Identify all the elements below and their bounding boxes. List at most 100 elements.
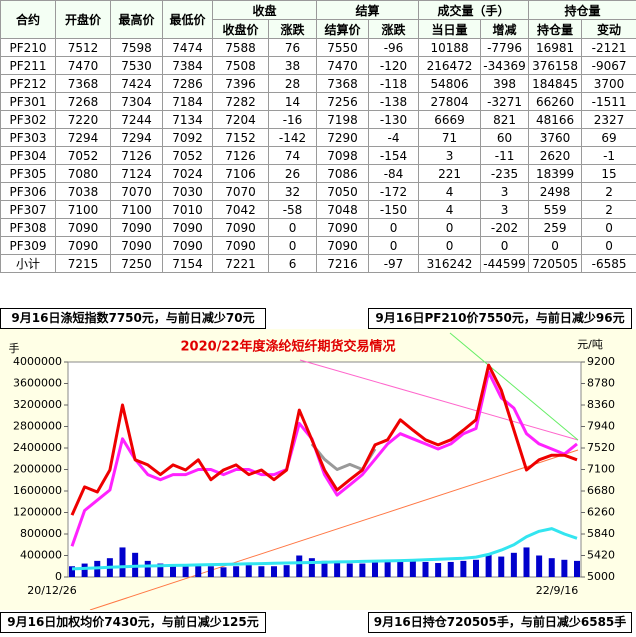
- cell: 7474: [162, 38, 213, 57]
- bar: [170, 565, 176, 577]
- cell: 小计: [0, 254, 56, 273]
- cell: 开盘价: [55, 0, 111, 39]
- bar: [157, 563, 164, 577]
- note: 9月16日涤短指数7750元，与前日减少70元: [0, 308, 266, 329]
- cell: 7090: [162, 236, 213, 255]
- bar: [359, 563, 366, 577]
- y-axis-label: 手: [9, 341, 20, 355]
- bar: [397, 559, 404, 577]
- cell: 7244: [110, 110, 163, 129]
- y2-tick-label: 6260: [587, 506, 615, 519]
- cell: 0: [267, 218, 318, 237]
- cell: -235: [480, 164, 530, 183]
- cell: 27804: [418, 92, 482, 111]
- cell: -172: [368, 182, 420, 201]
- cell: 7550: [316, 38, 370, 57]
- cell: -202: [480, 218, 530, 237]
- cell: 2: [581, 182, 636, 201]
- y2-tick-label: 7520: [587, 441, 615, 454]
- bar: [233, 566, 240, 577]
- cell: 收盘价: [212, 19, 269, 39]
- cell: 7294: [55, 128, 111, 147]
- cell: PF309: [0, 236, 56, 255]
- cell: 7282: [212, 92, 269, 111]
- cell: 7100: [110, 200, 163, 219]
- cell: -11: [480, 146, 530, 165]
- cell: 7090: [110, 236, 163, 255]
- cell: 3: [480, 200, 530, 219]
- cell: PF302: [0, 110, 56, 129]
- cell: 7470: [316, 56, 370, 75]
- table-row: PF307 7100 7100 7010 7042 -58 7048 -150 4 3 559 2: [0, 200, 636, 219]
- cell: 3: [480, 182, 530, 201]
- cell: 7216: [316, 254, 370, 273]
- cell: 7470: [55, 56, 111, 75]
- cell: 184845: [528, 74, 583, 93]
- bar: [119, 547, 126, 577]
- y2-tick-label: 5000: [587, 570, 615, 583]
- cell: 7134: [162, 110, 213, 129]
- cell: PF303: [0, 128, 56, 147]
- cell: -150: [368, 200, 420, 219]
- bar: [422, 561, 429, 577]
- cell: 14: [267, 92, 318, 111]
- cell: 7106: [212, 164, 269, 183]
- cell: 7424: [110, 74, 163, 93]
- cell: 7090: [162, 218, 213, 237]
- x-tick-label: 22/9/16: [536, 584, 578, 597]
- cell: 7038: [55, 182, 111, 201]
- cell: PF301: [0, 92, 56, 111]
- cell: 7215: [55, 254, 111, 273]
- cell: 0: [480, 236, 530, 255]
- y2-tick-label: 7940: [587, 420, 615, 433]
- cell: -58: [267, 200, 318, 219]
- x-tick-label: 20/12/26: [27, 584, 76, 597]
- y2-tick-label: 8360: [587, 398, 615, 411]
- note: 9月16日PF210价7550元，与前日减少96元: [368, 308, 632, 329]
- cell: 16981: [528, 38, 583, 57]
- bar: [460, 560, 467, 577]
- table-row: PF309 7090 7090 7090 7090 0 7090 0 0 0 0 0: [0, 236, 636, 255]
- cell: 7250: [110, 254, 163, 273]
- cell: 结算价: [316, 19, 370, 39]
- bar: [561, 559, 568, 577]
- bar: [334, 561, 341, 577]
- cell: 2327: [581, 110, 636, 129]
- cell: 7048: [316, 200, 370, 219]
- cell: 7030: [162, 182, 213, 201]
- table-row: PF304 7052 7126 7052 7126 74 7098 -154 3 -11 2620-…: [0, 146, 636, 165]
- quote-table: 合约 开盘价 最高价 最低价 收盘 结算 成交量（手） 持仓量 收盘价 涨跌 结算价 涨跌 当日量 增减持…: [0, 0, 636, 273]
- bar: [296, 555, 303, 577]
- line: [71, 527, 578, 571]
- cell: 7090: [110, 218, 163, 237]
- y2-axis-label: 元/吨: [577, 338, 603, 351]
- cell: 7304: [110, 92, 163, 111]
- bar: [435, 563, 442, 577]
- cell: 增减: [480, 19, 530, 39]
- cell: 7198: [316, 110, 370, 129]
- bar: [346, 563, 353, 577]
- cell: 316242: [418, 254, 482, 273]
- cell: -97: [368, 254, 420, 273]
- bar: [81, 563, 88, 577]
- cell: 7368: [55, 74, 111, 93]
- cell: 7080: [55, 164, 111, 183]
- table-row: PF305 7080 7124 7024 7106 26 7086 -84 221 -235 183…: [0, 164, 636, 183]
- table-row: PF212 7368 7424 7286 7396 28 7368 -118 54806 398 1…: [0, 74, 636, 93]
- bar: [548, 558, 555, 577]
- cell: 3760: [528, 128, 583, 147]
- cell: PF306: [0, 182, 56, 201]
- cell: 7220: [55, 110, 111, 129]
- cell: 0: [368, 236, 420, 255]
- cell: 4: [418, 200, 482, 219]
- table-row: PF302 7220 7244 7134 7204 -16 7198 -130 6669 821 4…: [0, 110, 636, 129]
- cell: 7154: [162, 254, 213, 273]
- cell: 7512: [55, 38, 111, 57]
- cell: 7070: [212, 182, 269, 201]
- cell: 3: [418, 146, 482, 165]
- y-tick-label: 2400000: [13, 441, 62, 454]
- bar: [447, 561, 454, 577]
- cell: 66260: [528, 92, 583, 111]
- cell: 10188: [418, 38, 482, 57]
- cell: 259: [528, 218, 583, 237]
